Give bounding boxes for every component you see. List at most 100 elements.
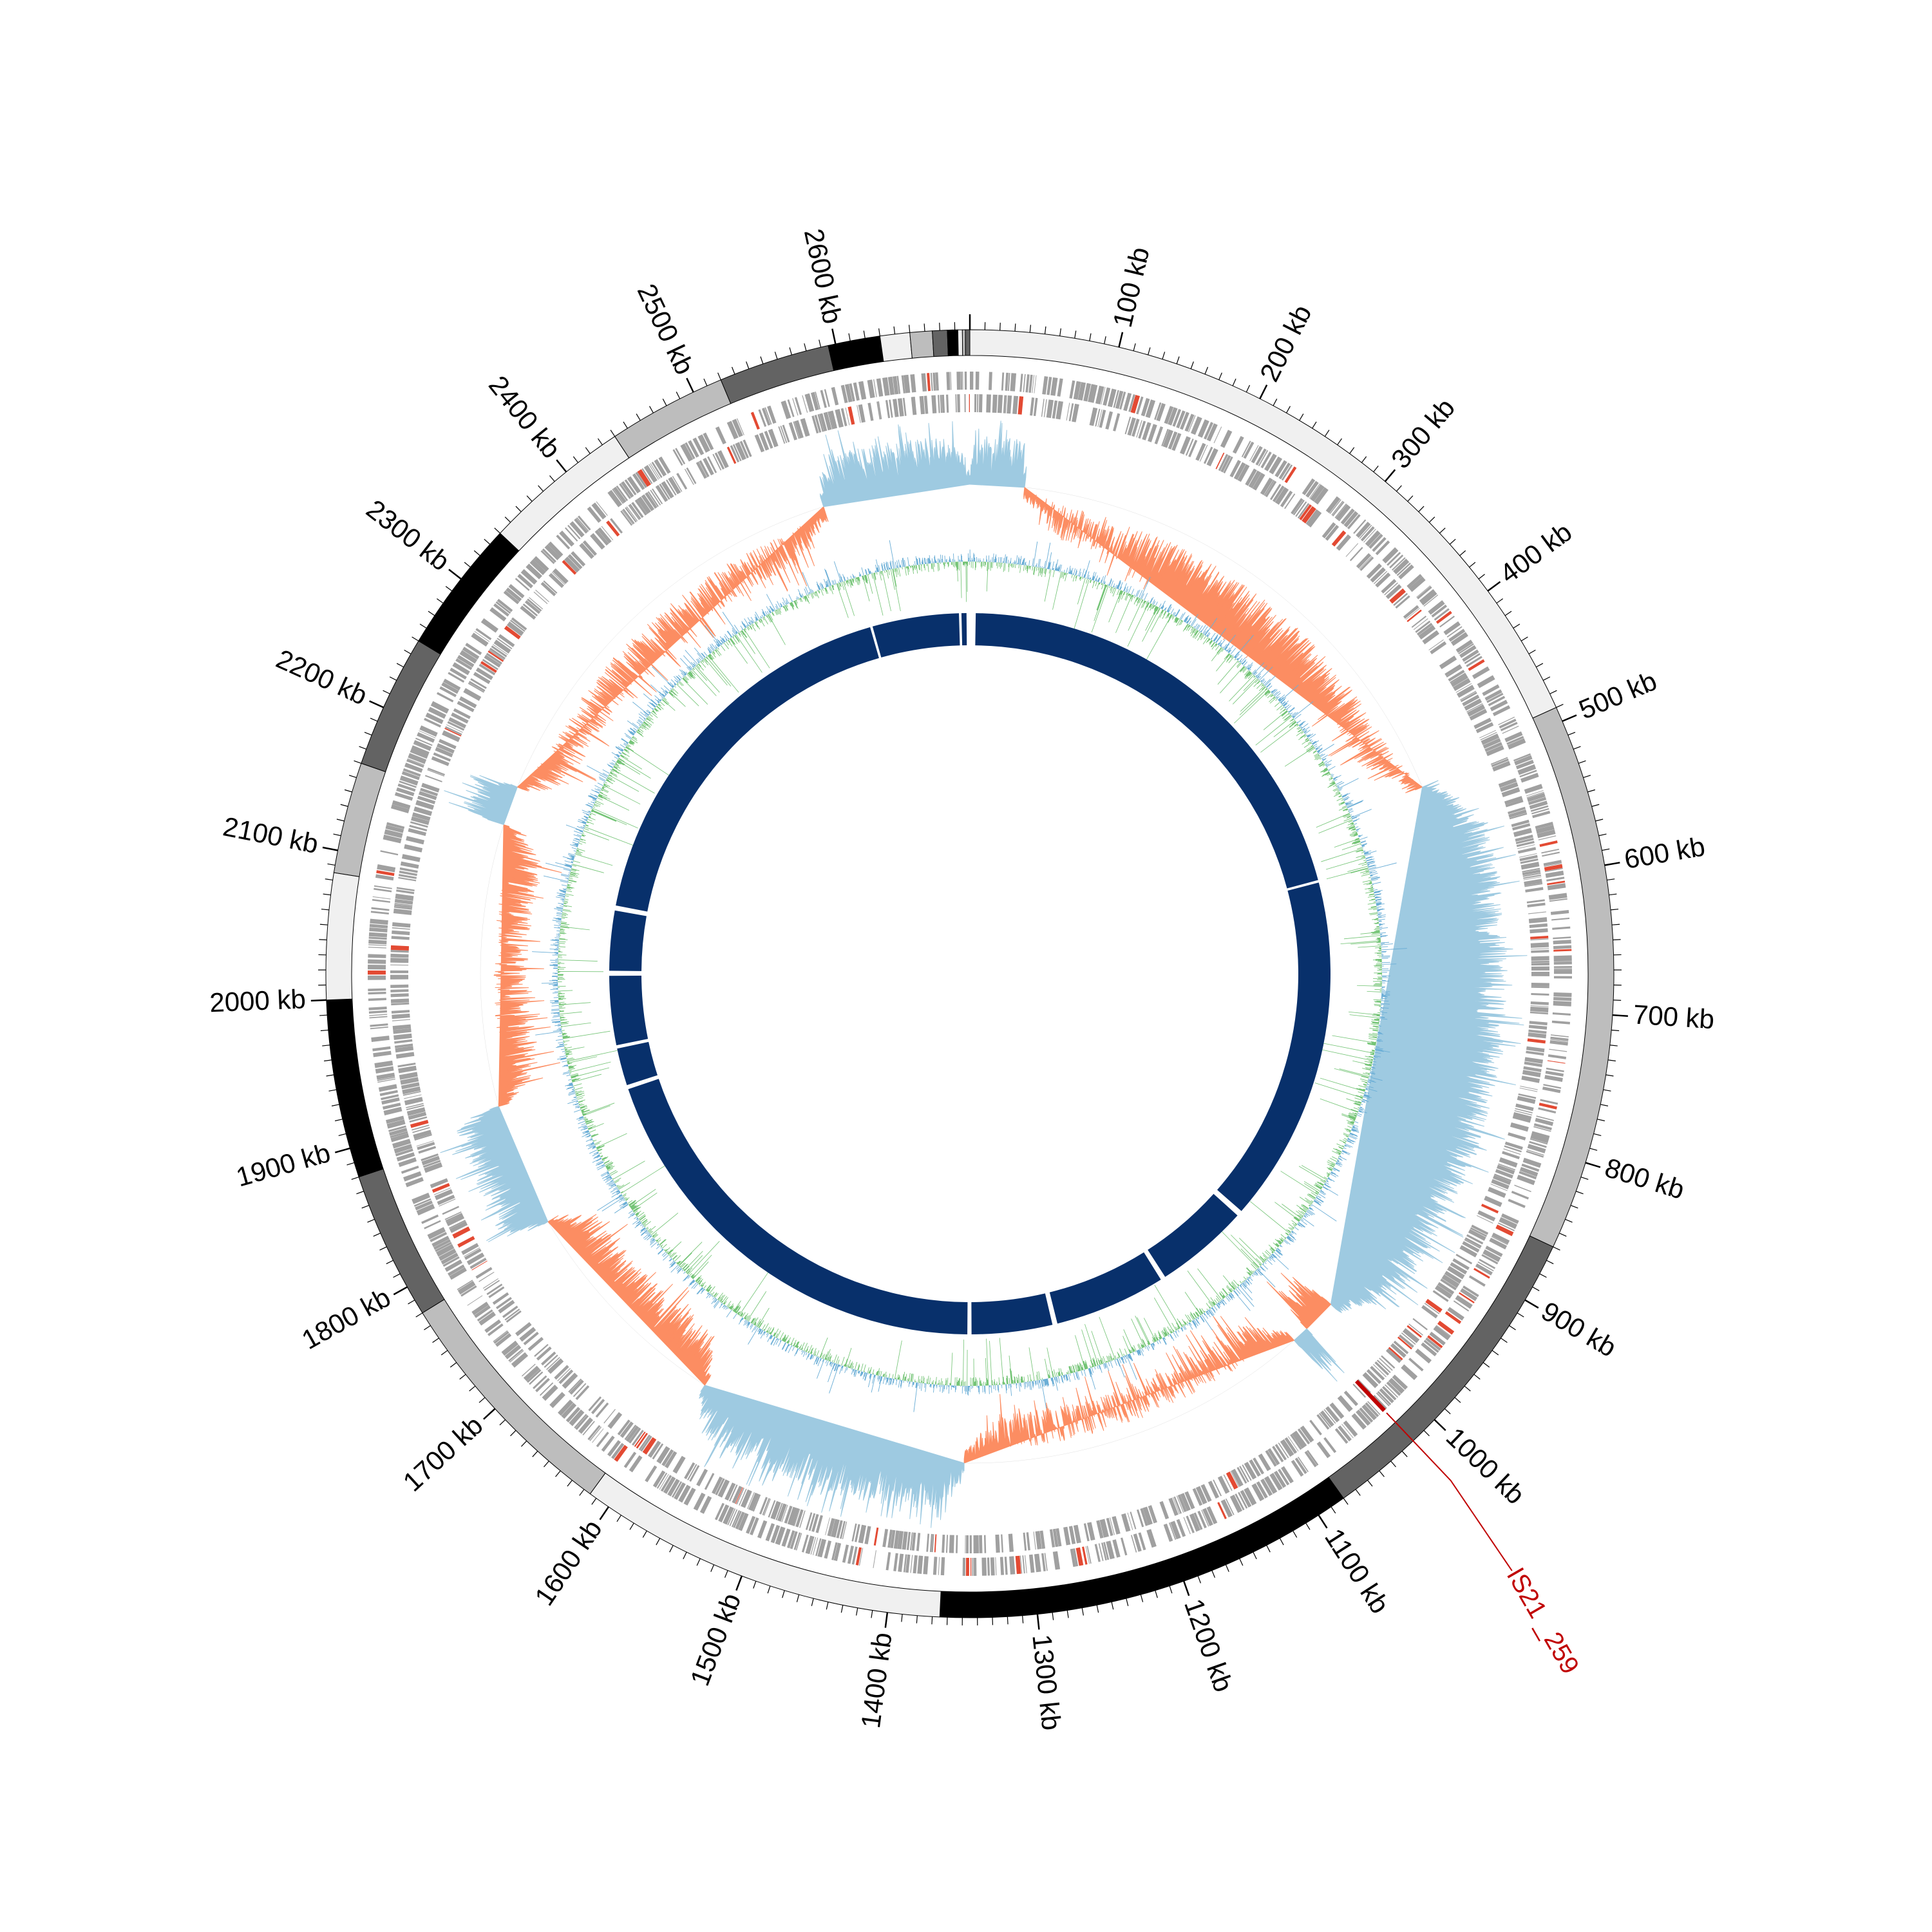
- alignment-block-9: [609, 910, 647, 971]
- alignment-block-6: [628, 1079, 968, 1334]
- gc-skew-positive-2: [1023, 486, 1423, 793]
- minor-tick: [1464, 1385, 1471, 1392]
- minor-tick: [1190, 361, 1194, 369]
- tick-label: 2400 kb: [483, 370, 567, 464]
- minor-tick: [856, 1607, 858, 1616]
- gc-skew-positive-10: [493, 824, 562, 1107]
- minor-tick: [804, 343, 807, 351]
- gc-skew-positive-12: [516, 506, 829, 791]
- minor-tick: [1373, 466, 1379, 473]
- tick-label: 2100 kb: [221, 811, 321, 859]
- minor-tick: [1609, 1045, 1618, 1046]
- minor-tick: [1565, 1218, 1573, 1223]
- minor-tick: [573, 456, 579, 463]
- minor-tick: [840, 1605, 844, 1613]
- minor-tick: [1532, 1286, 1540, 1291]
- minor-tick: [629, 1522, 634, 1530]
- minor-tick: [478, 1397, 486, 1403]
- minor-tick: [1014, 323, 1016, 332]
- alignment-block-12: [961, 613, 967, 646]
- annotations: IS21 _259: [1354, 1379, 1584, 1679]
- minor-tick: [370, 717, 378, 722]
- minor-tick: [419, 623, 427, 629]
- minor-tick: [1428, 516, 1435, 523]
- minor-tick: [724, 1570, 728, 1578]
- minor-tick: [415, 1312, 423, 1318]
- minor-tick: [494, 527, 500, 534]
- minor-tick: [1286, 406, 1291, 413]
- minor-tick: [333, 833, 341, 837]
- minor-tick: [1007, 1616, 1009, 1625]
- minor-tick: [923, 323, 925, 332]
- minor-tick: [344, 789, 352, 793]
- minor-tick: [591, 1498, 597, 1505]
- minor-tick: [469, 1385, 476, 1392]
- major-tick: [599, 1506, 610, 1520]
- minor-tick: [1059, 328, 1061, 336]
- minor-tick: [1612, 923, 1620, 925]
- minor-tick: [1598, 833, 1607, 837]
- minor-tick: [356, 1191, 364, 1195]
- minor-tick: [1324, 430, 1330, 437]
- major-tick: [322, 846, 338, 851]
- minor-tick: [1595, 819, 1604, 822]
- minor-tick: [359, 746, 366, 750]
- minor-tick: [319, 1014, 328, 1016]
- contig-16: [828, 336, 884, 372]
- minor-tick: [1401, 1450, 1408, 1457]
- major-tick: [831, 328, 837, 345]
- minor-tick: [767, 1586, 771, 1594]
- minor-tick: [1293, 1530, 1298, 1538]
- minor-tick: [1225, 1564, 1229, 1572]
- tick-label: 200 kb: [1254, 300, 1318, 386]
- gc-skew-negative-1: [969, 421, 1027, 488]
- minor-tick: [473, 550, 480, 556]
- minor-tick: [408, 1300, 415, 1305]
- minor-tick: [432, 1338, 439, 1343]
- minor-tick: [1169, 1586, 1173, 1594]
- minor-tick: [1449, 538, 1456, 545]
- minor-tick: [567, 1480, 573, 1487]
- annotation-label: IS21 _259: [1501, 1563, 1584, 1679]
- minor-tick: [1517, 1312, 1524, 1318]
- minor-tick: [1539, 1273, 1547, 1278]
- minor-tick: [1611, 909, 1619, 911]
- minor-tick: [1349, 447, 1355, 454]
- minor-tick: [1361, 456, 1367, 463]
- minor-tick: [1607, 878, 1615, 881]
- minor-tick: [746, 361, 750, 369]
- tick-label: 1500 kb: [684, 1589, 746, 1690]
- minor-tick: [1245, 384, 1251, 393]
- gc-skew-positive-4: [1266, 1273, 1332, 1330]
- minor-tick: [1355, 1489, 1361, 1496]
- alignment-block-10: [616, 627, 879, 912]
- minor-tick: [1492, 1350, 1499, 1356]
- minor-tick: [549, 475, 555, 482]
- tick-label: 800 kb: [1602, 1152, 1688, 1205]
- tick-label: 500 kb: [1575, 665, 1661, 725]
- major-tick: [1612, 1014, 1628, 1017]
- minor-tick: [504, 516, 511, 523]
- minor-tick: [428, 611, 435, 616]
- minor-tick: [1218, 372, 1222, 381]
- major-tick: [483, 1408, 496, 1420]
- minor-tick: [1589, 1148, 1598, 1151]
- contig-ring: [325, 329, 1615, 1618]
- minor-tick: [753, 1580, 757, 1589]
- tick-label: 900 kb: [1537, 1296, 1622, 1363]
- minor-tick: [364, 732, 372, 736]
- minor-tick: [321, 909, 329, 911]
- minor-tick: [1423, 1430, 1430, 1437]
- minor-tick: [1597, 1119, 1605, 1122]
- minor-tick: [1390, 1461, 1396, 1468]
- minor-tick: [1204, 366, 1209, 375]
- alignment-block-5: [971, 1293, 1053, 1334]
- minor-tick: [669, 1545, 674, 1553]
- minor-tick: [848, 333, 851, 341]
- minor-tick: [319, 923, 328, 925]
- major-tick: [556, 459, 567, 473]
- minor-tick: [361, 1205, 370, 1209]
- gc-skew-positive-8: [547, 1214, 715, 1386]
- minor-tick: [696, 1558, 701, 1566]
- minor-tick: [1331, 1506, 1336, 1514]
